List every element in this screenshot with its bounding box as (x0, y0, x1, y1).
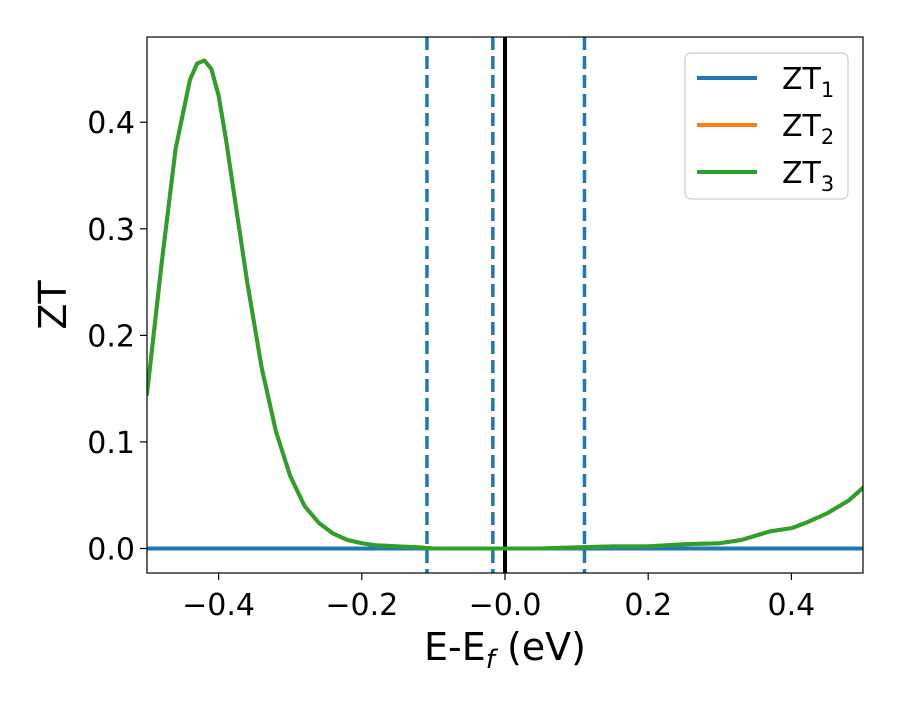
legend-label-sub: 3 (821, 172, 834, 196)
x-tick-label: 0.4 (768, 588, 816, 623)
legend-label-main: ZT (782, 156, 822, 191)
y-tick-label: 0.1 (87, 426, 135, 461)
legend-label-sub: 1 (821, 78, 834, 102)
x-axis-label-main: E-E (424, 625, 486, 669)
series-group (147, 58, 863, 551)
x-axis-label-tail: (eV) (495, 625, 586, 669)
y-tick-label: 0.3 (87, 213, 135, 248)
y-tick-label: 0.2 (87, 319, 135, 354)
x-tick-label: −0.0 (469, 588, 542, 623)
legend-label-3: ZT3 (782, 156, 834, 196)
x-axis-label: E-Ef (eV) (424, 625, 586, 675)
y-tick-label: 0.0 (87, 532, 135, 567)
x-tick-label: 0.2 (624, 588, 672, 623)
legend-label-sub: 2 (821, 125, 834, 149)
series-line-3 (147, 58, 863, 551)
x-tick-label: −0.2 (325, 588, 398, 623)
reference-lines (425, 37, 587, 573)
y-axis: 0.0 0.1 0.2 0.3 0.4 (87, 106, 147, 567)
legend-label-main: ZT (782, 62, 822, 97)
legend-box (684, 52, 849, 200)
legend-label-1: ZT1 (782, 62, 834, 102)
legend-label-main: ZT (782, 109, 822, 144)
x-axis: −0.4 −0.2 −0.0 0.2 0.4 (182, 573, 815, 623)
x-tick-label: −0.4 (182, 588, 255, 623)
y-tick-label: 0.4 (87, 106, 135, 141)
y-axis-label: ZT (31, 280, 75, 330)
legend-label-2: ZT2 (782, 109, 834, 149)
